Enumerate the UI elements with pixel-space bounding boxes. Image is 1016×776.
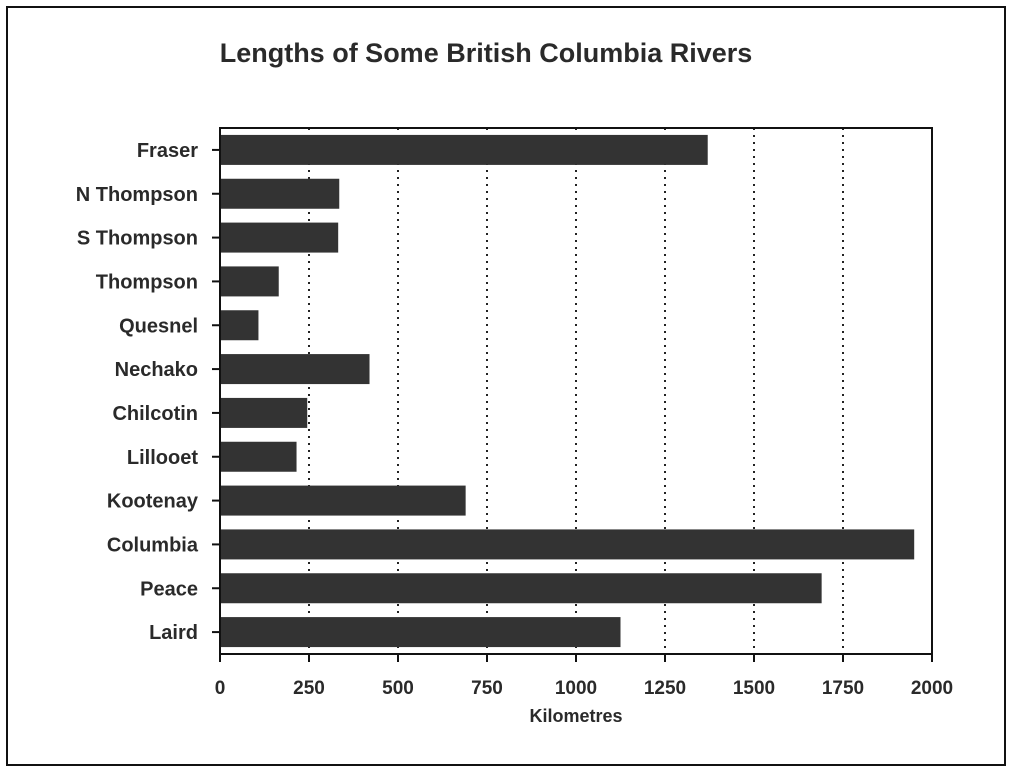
x-tick-label: 0: [215, 678, 226, 699]
bar-peace: [220, 573, 822, 604]
bar-thompson: [220, 266, 279, 297]
bar-s-thompson: [220, 222, 339, 253]
category-label: Fraser: [137, 140, 198, 162]
bar-columbia: [220, 529, 915, 560]
x-axis-title: Kilometres: [529, 706, 622, 726]
bar-fraser: [220, 134, 708, 165]
category-label: Peace: [140, 578, 198, 600]
bar-lillooet: [220, 441, 297, 472]
bars: [220, 134, 915, 648]
category-label: Lillooet: [127, 447, 198, 469]
category-label: N Thompson: [76, 184, 198, 206]
chart-frame: Lengths of Some British Columbia Rivers …: [6, 6, 1006, 766]
chart-title: Lengths of Some British Columbia Rivers: [220, 38, 753, 68]
x-tick-label: 1500: [733, 678, 775, 699]
category-labels: Fraser N Thompson S Thompson Thompson Quesne…: [76, 140, 220, 644]
bar-chart: Lengths of Some British Columbia Rivers …: [76, 38, 953, 726]
category-label: Columbia: [107, 534, 199, 556]
x-axis-ticks: 0 250 500 750 1000 1250 1500 1750 2000: [215, 654, 953, 699]
bar-laird: [220, 617, 621, 648]
bar-quesnel: [220, 310, 259, 341]
category-label: Quesnel: [119, 315, 198, 337]
x-tick-label: 1750: [822, 678, 864, 699]
category-label: Chilcotin: [112, 403, 198, 425]
category-label: Thompson: [96, 271, 198, 293]
bar-nechako: [220, 354, 370, 385]
category-label: Laird: [149, 622, 198, 644]
bar-kootenay: [220, 485, 466, 516]
category-label: S Thompson: [77, 228, 198, 250]
x-tick-label: 750: [471, 678, 503, 699]
category-label: Kootenay: [107, 491, 199, 513]
x-tick-label: 500: [382, 678, 414, 699]
category-label: Nechako: [115, 359, 198, 381]
bar-chilcotin: [220, 397, 308, 428]
x-tick-label: 250: [293, 678, 325, 699]
x-tick-label: 1250: [644, 678, 686, 699]
bar-n-thompson: [220, 178, 340, 209]
x-tick-label: 2000: [911, 678, 953, 699]
x-tick-label: 1000: [555, 678, 597, 699]
